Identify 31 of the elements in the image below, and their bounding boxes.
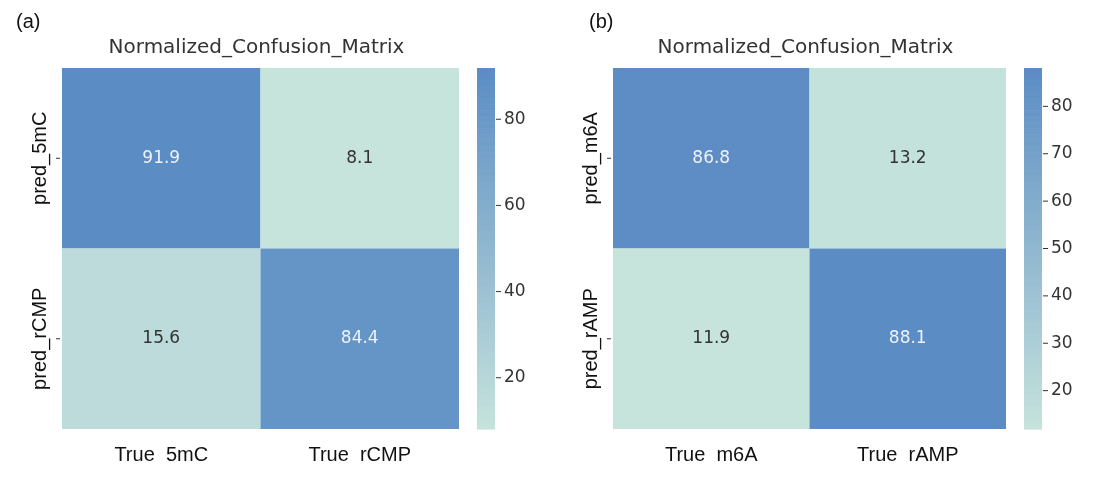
text: (b) [589,9,614,32]
y-tick-label: pred_rCMP [27,287,51,390]
color-bar-label: 20 [504,366,526,387]
data-label: 15.6 [142,327,181,348]
color-bar-label: 80 [504,107,526,128]
color-bar-label: 40 [1051,284,1073,305]
x-tick-label: True m6A [664,442,759,465]
y-tick-label: pred_m6A [578,111,602,205]
color-bar-label: 70 [1051,142,1073,163]
color-bar-label: 50 [1051,236,1073,257]
data-label: 8.1 [346,146,374,167]
color-bar-label: 80 [1051,94,1073,115]
data-label: 13.2 [888,146,927,167]
y-tick-label: pred_5mC [27,111,51,205]
chart-title: Normalized_Confusion_Matrix [108,34,405,59]
x-tick-label: True 5mC [114,442,209,465]
color-bar-label: 60 [504,193,526,214]
data-label: 86.8 [692,146,731,167]
color-bar-label: 60 [1051,189,1073,210]
color-bar-label: 30 [1051,331,1073,352]
data-label: 84.4 [340,327,379,348]
y-tick-label: pred_rAMP [578,288,602,390]
text: (a) [16,9,41,32]
x-tick-label: True rCMP [308,442,412,465]
color-bar-label: 40 [504,280,526,300]
data-label: 88.1 [888,327,927,348]
chart-title: Normalized_Confusion_Matrix [657,34,954,59]
x-tick-label: True rAMP [857,442,959,465]
data-label: 11.9 [692,327,731,348]
color-bar-label: 20 [1051,379,1073,400]
data-label: 91.9 [142,146,181,167]
